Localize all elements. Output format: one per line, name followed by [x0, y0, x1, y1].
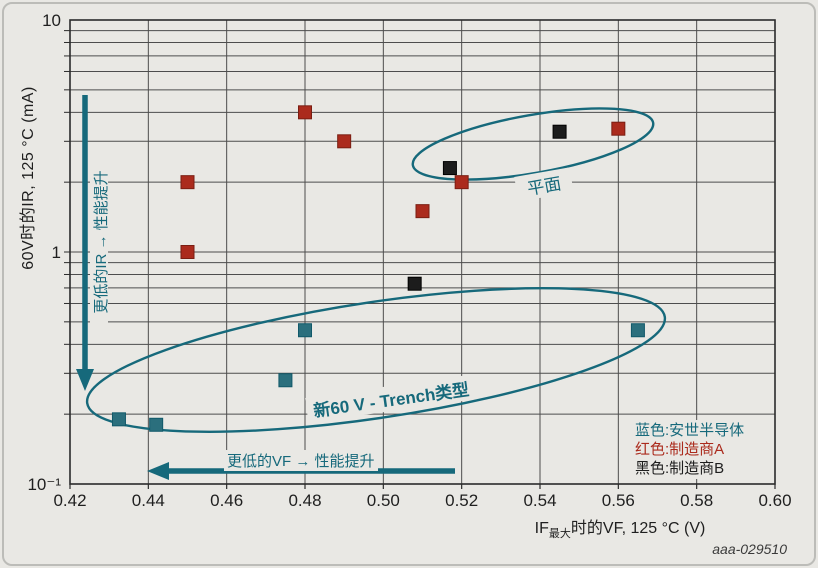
data-point-制造商A — [415, 204, 430, 219]
y-axis-title: 60V时的IR, 125 °C (mA) — [20, 86, 37, 270]
y-tick-label: 10 — [42, 11, 61, 30]
data-point-安世半导体 — [149, 417, 164, 432]
data-point-制造商A — [611, 121, 626, 136]
data-point-制造商A — [180, 245, 195, 259]
x-tick-label: 0.42 — [53, 491, 86, 510]
trench-ellipse — [85, 287, 667, 433]
x-tick-label: 0.46 — [210, 491, 243, 510]
lower-vf-arrow-head — [147, 462, 169, 480]
data-point-制造商A — [180, 175, 195, 190]
legend-item-manufacturer-a: 红色:制造商A — [635, 441, 725, 458]
data-point-制造商A — [298, 105, 312, 120]
data-points — [111, 105, 645, 432]
figure-id: aaa-029510 — [712, 541, 787, 557]
legend-item-nexperia: 蓝色:安世半导体 — [635, 422, 745, 439]
y-tick-label: 10⁻¹ — [27, 475, 61, 494]
x-tick-label: 0.48 — [288, 491, 321, 510]
y-tick-label: 1 — [52, 243, 61, 262]
lower-ir-annotation: 更低的IR → 性能提升 — [90, 161, 110, 323]
x-tick-label: 0.52 — [445, 491, 478, 510]
data-point-安世半导体 — [111, 412, 126, 427]
x-tick-label: 0.56 — [602, 491, 635, 510]
tick-labels: 0.42 0.44 0.46 0.48 0.50 0.52 0.54 0.56 0.58 0.60… — [27, 11, 791, 510]
data-point-制造商B — [407, 276, 422, 291]
x-tick-label: 0.50 — [367, 491, 400, 510]
data-point-安世半导体 — [278, 373, 293, 388]
data-point-制造商A — [337, 134, 352, 149]
plot-frame — [69, 19, 776, 485]
data-point-安世半导体 — [630, 323, 645, 338]
legend: 蓝色:安世半导体 红色:制造商A 黑色:制造商B — [633, 420, 769, 479]
x-axis-title-prefix: IF — [534, 520, 549, 537]
data-point-制造商B — [442, 161, 457, 176]
lower-ir-arrow-head — [76, 369, 94, 391]
grid-lines — [64, 20, 776, 489]
x-tick-label: 0.60 — [758, 491, 791, 510]
data-point-安世半导体 — [298, 323, 312, 338]
lower-vf-annotation: 更低的VF → 性能提升 — [224, 450, 378, 471]
data-point-制造商A — [454, 175, 469, 190]
legend-item-manufacturer-b: 黑色:制造商B — [635, 460, 725, 477]
x-tick-label: 0.44 — [132, 491, 165, 510]
data-point-制造商B — [552, 124, 567, 139]
x-axis-title: IF最大时的VF, 125 °C (V) — [500, 514, 740, 541]
x-axis-title-suffix: 时的VF, 125 °C (V) — [570, 520, 706, 537]
x-tick-label: 0.54 — [523, 491, 556, 510]
x-tick-label: 0.58 — [680, 491, 713, 510]
performance-arrows — [76, 95, 455, 480]
x-axis-title-subscript: 最大 — [548, 528, 571, 541]
